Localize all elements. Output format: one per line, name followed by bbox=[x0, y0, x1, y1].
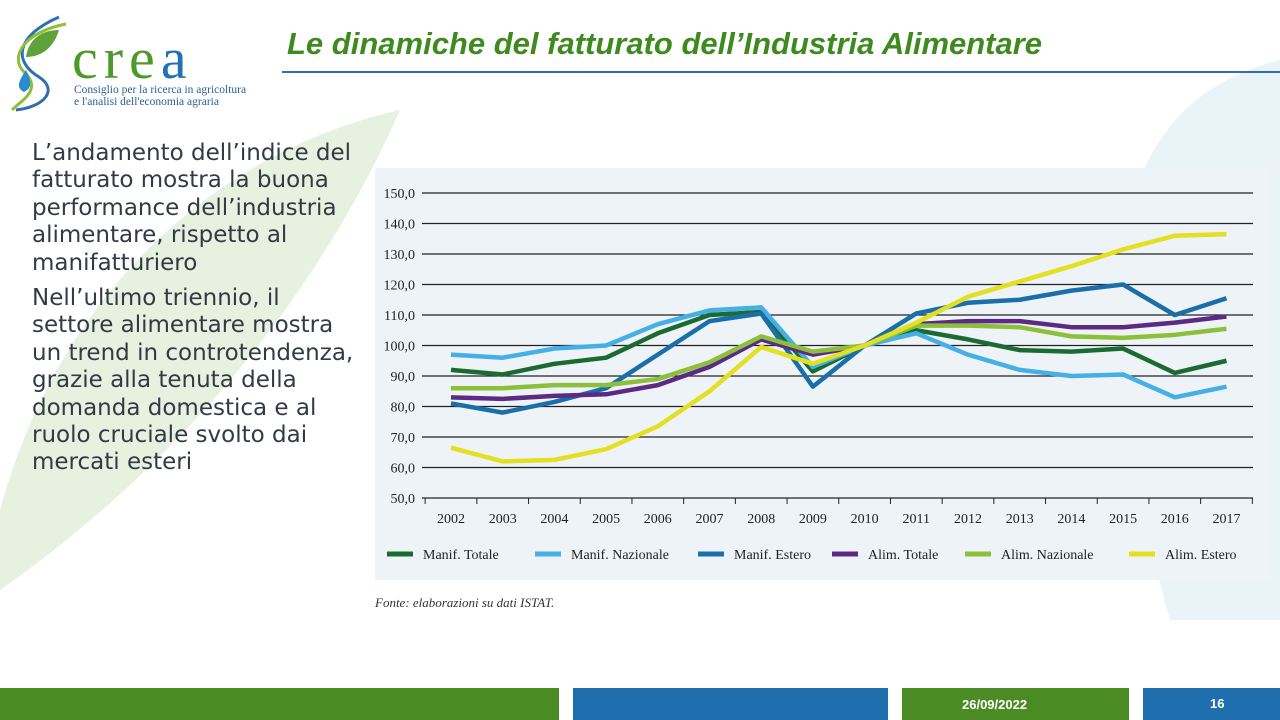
revenue-index-chart: 50,0 60,0 70,0 80,0 90,0 100,0 110,0 120,0 130,0… bbox=[375, 168, 1270, 580]
paragraph-1: L’andamento dell’indice del fatturato mo… bbox=[32, 140, 352, 276]
x-tick-label: 2010 bbox=[851, 512, 879, 527]
x-tick-label: 2014 bbox=[1057, 512, 1085, 527]
x-tick-label: 2002 bbox=[437, 512, 465, 527]
logo-subtitle: Consiglio per la ricerca in agricoltura … bbox=[74, 84, 247, 108]
slide-title: Le dinamiche del fatturato dell’Industri… bbox=[287, 26, 1043, 61]
x-tick-label: 2007 bbox=[696, 512, 724, 527]
x-tick-label: 2016 bbox=[1161, 512, 1189, 527]
x-tick-label: 2017 bbox=[1213, 512, 1241, 527]
background-leaf-decoration bbox=[0, 110, 400, 590]
footer-date-box: 26/09/2022 bbox=[902, 688, 1129, 720]
legend-label: Manif. Totale bbox=[423, 548, 499, 563]
y-tick-label: 70,0 bbox=[391, 431, 416, 446]
x-tick-label: 2003 bbox=[489, 512, 517, 527]
y-tick-label: 150,0 bbox=[384, 187, 416, 202]
x-tick-label: 2012 bbox=[954, 512, 982, 527]
y-tick-label: 60,0 bbox=[391, 462, 416, 477]
x-tick-label: 2015 bbox=[1109, 512, 1137, 527]
y-tick-label: 100,0 bbox=[384, 340, 416, 355]
y-tick-label: 120,0 bbox=[384, 279, 416, 294]
crea-logo: crea Consiglio per la ricerca in agricol… bbox=[4, 12, 264, 112]
x-tick-label: 2005 bbox=[592, 512, 620, 527]
x-tick-label: 2008 bbox=[747, 512, 775, 527]
slide-body-text: L’andamento dell’indice del fatturato mo… bbox=[32, 140, 367, 485]
dna-leaf-drop-icon bbox=[10, 15, 67, 112]
y-tick-label: 80,0 bbox=[391, 401, 416, 416]
chart-source: Fonte: elaborazioni su dati ISTAT. bbox=[375, 595, 555, 610]
y-tick-label: 110,0 bbox=[384, 309, 415, 324]
logo-wordmark: crea bbox=[72, 26, 193, 91]
series-line-alim-nazionale bbox=[451, 323, 1227, 391]
paragraph-2: Nell’ultimo triennio, il settore aliment… bbox=[32, 285, 354, 476]
legend-label: Manif. Estero bbox=[734, 548, 811, 563]
x-tick-label: 2006 bbox=[644, 512, 672, 527]
x-tick-label: 2011 bbox=[903, 512, 930, 527]
legend-label: Alim. Totale bbox=[868, 548, 938, 563]
x-tick-label: 2013 bbox=[1006, 512, 1034, 527]
page-number: 16 bbox=[1210, 696, 1225, 711]
legend-label: Alim. Estero bbox=[1165, 548, 1237, 563]
y-tick-label: 130,0 bbox=[384, 248, 416, 263]
x-tick-label: 2009 bbox=[799, 512, 827, 527]
legend-label: Manif. Nazionale bbox=[571, 548, 669, 563]
footer-page-box: 16 bbox=[1143, 688, 1280, 720]
y-tick-label: 140,0 bbox=[384, 218, 416, 233]
footer-date: 26/09/2022 bbox=[962, 697, 1028, 712]
y-tick-label: 50,0 bbox=[391, 492, 416, 507]
footer-bar-blue-1 bbox=[573, 688, 888, 720]
chart-svg: 50,0 60,0 70,0 80,0 90,0 100,0 110,0 120,0 130,0… bbox=[384, 187, 1253, 563]
y-tick-label: 90,0 bbox=[391, 370, 416, 385]
footer-bar-green-1 bbox=[0, 688, 559, 720]
series-line-alim-estero bbox=[450, 231, 1227, 464]
legend-label: Alim. Nazionale bbox=[1001, 548, 1094, 563]
x-tick-label: 2004 bbox=[540, 512, 568, 527]
title-divider bbox=[282, 71, 1280, 73]
